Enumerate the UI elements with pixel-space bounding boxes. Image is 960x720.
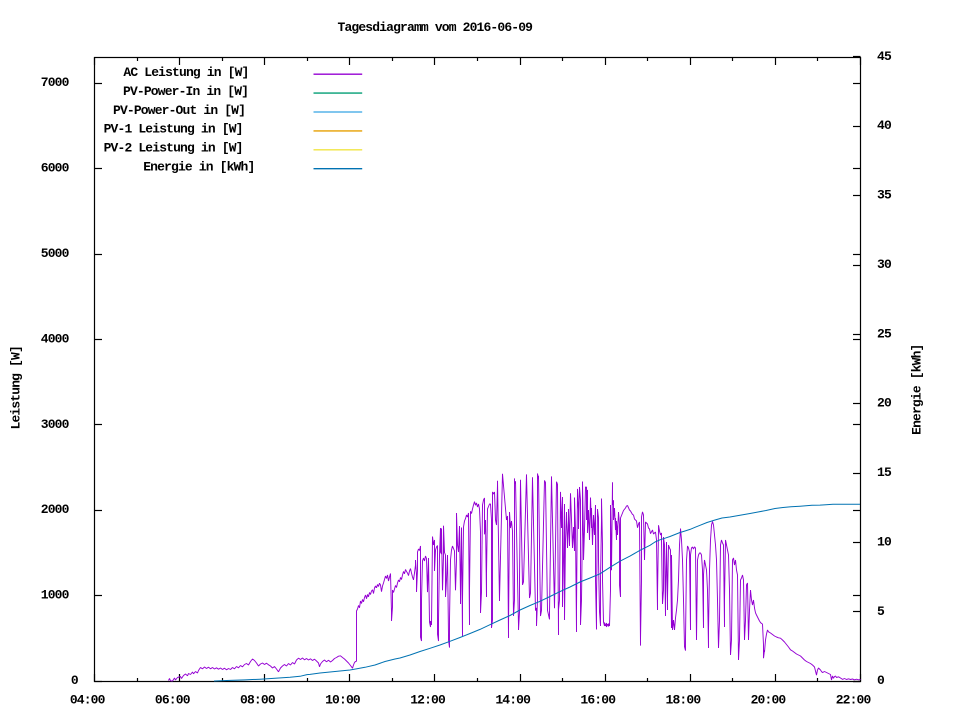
svg-text:08:00: 08:00	[240, 692, 276, 707]
svg-text:1000: 1000	[41, 588, 70, 603]
svg-text:10:00: 10:00	[325, 692, 361, 707]
svg-text:AC Leistung in [W]: AC Leistung in [W]	[123, 65, 248, 80]
svg-text:0: 0	[877, 673, 885, 688]
svg-text:Tagesdiagramm vom 2016-06-09: Tagesdiagramm vom 2016-06-09	[338, 20, 534, 35]
svg-text:20: 20	[877, 396, 892, 411]
svg-text:06:00: 06:00	[155, 692, 191, 707]
svg-text:4000: 4000	[41, 331, 70, 346]
svg-text:6000: 6000	[41, 160, 70, 175]
svg-text:5: 5	[877, 604, 885, 619]
svg-text:7000: 7000	[41, 75, 70, 90]
svg-text:45: 45	[877, 49, 892, 64]
svg-text:Energie [kWh]: Energie [kWh]	[910, 345, 925, 435]
svg-text:22:00: 22:00	[836, 692, 872, 707]
svg-text:04:00: 04:00	[70, 692, 106, 707]
svg-text:PV-Power-In in [W]: PV-Power-In in [W]	[123, 84, 248, 99]
svg-text:PV-2 Leistung in [W]: PV-2 Leistung in [W]	[104, 141, 243, 156]
svg-text:0: 0	[71, 673, 79, 688]
svg-text:Leistung [W]: Leistung [W]	[9, 346, 24, 429]
svg-text:3000: 3000	[41, 417, 70, 432]
svg-text:5000: 5000	[41, 246, 70, 261]
svg-text:10: 10	[877, 534, 892, 549]
svg-text:PV-Power-Out in [W]: PV-Power-Out in [W]	[113, 103, 245, 118]
svg-text:20:00: 20:00	[751, 692, 787, 707]
svg-text:15: 15	[877, 465, 892, 480]
svg-text:25: 25	[877, 326, 892, 341]
svg-text:18:00: 18:00	[666, 692, 702, 707]
svg-text:40: 40	[877, 118, 892, 133]
svg-text:Energie in [kWh]: Energie in [kWh]	[143, 160, 254, 175]
svg-text:35: 35	[877, 188, 892, 203]
svg-text:30: 30	[877, 257, 892, 272]
svg-text:PV-1 Leistung in [W]: PV-1 Leistung in [W]	[104, 122, 243, 137]
svg-text:16:00: 16:00	[580, 692, 616, 707]
svg-text:12:00: 12:00	[410, 692, 446, 707]
svg-text:14:00: 14:00	[495, 692, 531, 707]
svg-text:2000: 2000	[41, 502, 70, 517]
